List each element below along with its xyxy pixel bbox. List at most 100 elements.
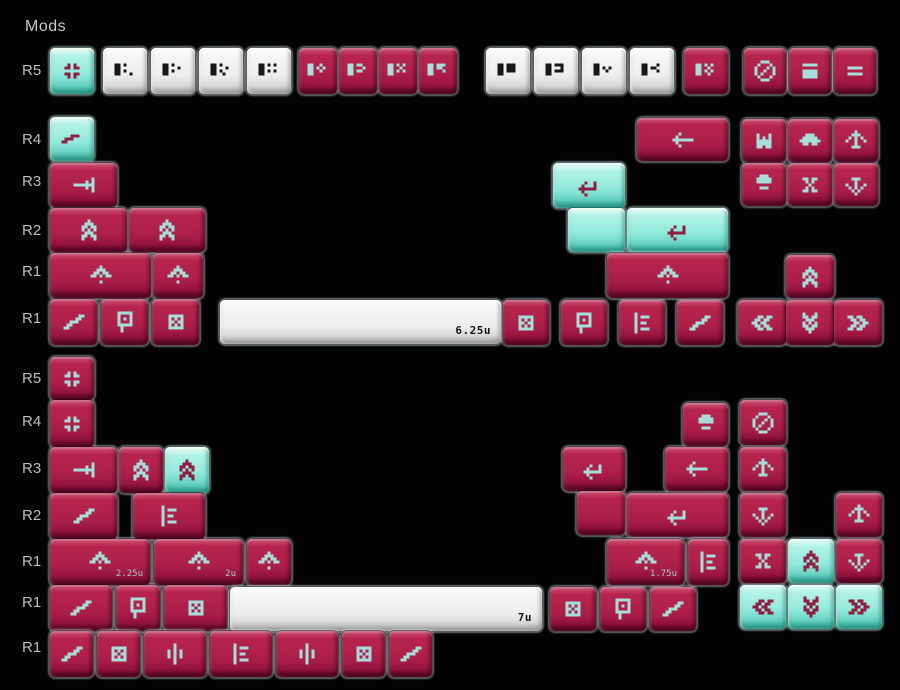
key-page-down[interactable] [834, 163, 878, 206]
key-control[interactable] [650, 587, 696, 631]
key-caps-lock[interactable] [129, 208, 205, 252]
key-alt[interactable] [116, 585, 160, 631]
key-compass[interactable] [50, 357, 94, 400]
f6-icon [348, 61, 369, 82]
key-win[interactable] [342, 631, 385, 677]
key-menu-list[interactable] [210, 631, 272, 677]
key-space[interactable]: 6.25u [220, 300, 501, 344]
key-enter[interactable] [553, 163, 625, 208]
key-control[interactable] [50, 585, 112, 631]
f10-icon [546, 61, 567, 82]
key-f9[interactable] [486, 48, 530, 94]
row-label: R5 [22, 62, 42, 79]
key-shift[interactable]: 1.75u [607, 539, 684, 585]
row-label: R2 [22, 222, 42, 239]
key-f8[interactable] [419, 48, 457, 94]
key-alt[interactable] [101, 299, 148, 345]
key-enter[interactable] [563, 447, 625, 491]
key-end[interactable] [788, 163, 832, 206]
key-f1[interactable] [103, 48, 147, 94]
key-control[interactable] [677, 300, 723, 345]
key-backspace[interactable] [637, 118, 728, 161]
key-control[interactable] [50, 631, 93, 677]
key-shift[interactable]: 2.25u [50, 539, 150, 585]
key-volume[interactable] [276, 631, 338, 677]
win-icon [108, 644, 129, 665]
row-label: R2 [22, 507, 42, 524]
key-enter[interactable] [627, 493, 728, 537]
key-shift[interactable] [607, 253, 728, 298]
key-home[interactable] [788, 119, 832, 162]
key-menu-list[interactable] [619, 300, 665, 345]
key-enter[interactable] [627, 208, 728, 252]
key-arrow-right[interactable] [834, 300, 882, 345]
key-space[interactable] [568, 208, 625, 252]
key-menu-list[interactable] [688, 539, 728, 585]
key-delete[interactable] [742, 163, 786, 206]
key-page-down[interactable] [836, 539, 882, 583]
key-end[interactable] [740, 539, 786, 583]
key-win[interactable] [164, 585, 227, 631]
key-page-down[interactable] [740, 493, 786, 537]
key-compass[interactable] [50, 48, 94, 94]
key-menu-list[interactable] [133, 493, 205, 539]
key-caps-lock[interactable] [119, 447, 163, 493]
key-prohibit[interactable] [740, 400, 786, 445]
control-icon [61, 644, 82, 665]
control-icon [73, 506, 94, 527]
key-win[interactable] [503, 300, 549, 345]
key-f2[interactable] [151, 48, 195, 94]
key-f4[interactable] [247, 48, 291, 94]
key-control[interactable] [50, 493, 117, 539]
key-window[interactable] [789, 48, 831, 94]
key-f3[interactable] [199, 48, 243, 94]
key-f10[interactable] [534, 48, 578, 94]
key-alt[interactable] [600, 587, 646, 631]
key-arrow-right[interactable] [836, 585, 882, 629]
key-tab[interactable] [50, 163, 117, 207]
key-alt[interactable] [561, 300, 607, 345]
key-page-up[interactable] [740, 447, 786, 491]
key-insert[interactable] [742, 119, 786, 162]
key-caps-lock[interactable] [50, 208, 127, 252]
key-control[interactable] [50, 299, 97, 345]
f4-icon [259, 61, 280, 82]
key-prohibit[interactable] [744, 48, 786, 94]
key-compass[interactable] [50, 400, 94, 447]
key-f11[interactable] [582, 48, 626, 94]
key-fn[interactable] [684, 48, 728, 94]
key-arrow-down[interactable] [786, 300, 834, 345]
key-menu-bars[interactable] [834, 48, 876, 94]
key-win[interactable] [550, 587, 596, 631]
key-shift[interactable] [50, 253, 151, 298]
key-shift[interactable] [247, 539, 291, 585]
key-delete[interactable] [683, 403, 728, 446]
key-arrow-up[interactable] [788, 539, 834, 583]
key-win[interactable] [97, 631, 140, 677]
key-shift[interactable]: 2u [154, 539, 243, 585]
key-arrow-left[interactable] [740, 585, 786, 629]
key-volume[interactable] [144, 631, 206, 677]
key-f6[interactable] [339, 48, 377, 94]
key-space[interactable]: 7u [230, 587, 542, 631]
key-page-up[interactable] [834, 119, 878, 162]
key-arrow-down[interactable] [788, 585, 834, 629]
key-backspace[interactable] [665, 447, 728, 491]
control-icon [690, 312, 711, 333]
key-caps-lock[interactable] [165, 447, 209, 493]
tilde-icon [62, 129, 83, 150]
key-arrow-up[interactable] [786, 255, 834, 298]
key-space[interactable] [577, 491, 625, 535]
f12-icon [642, 61, 663, 82]
key-page-up[interactable] [836, 493, 882, 537]
key-arrow-left[interactable] [738, 300, 786, 345]
key-f12[interactable] [630, 48, 674, 94]
key-f7[interactable] [379, 48, 417, 94]
key-tilde[interactable] [50, 117, 94, 161]
key-f5[interactable] [299, 48, 337, 94]
row-label: R3 [22, 460, 42, 477]
key-control[interactable] [389, 631, 432, 677]
key-shift[interactable] [153, 253, 203, 298]
key-win[interactable] [152, 299, 199, 345]
key-tab[interactable] [50, 447, 117, 493]
